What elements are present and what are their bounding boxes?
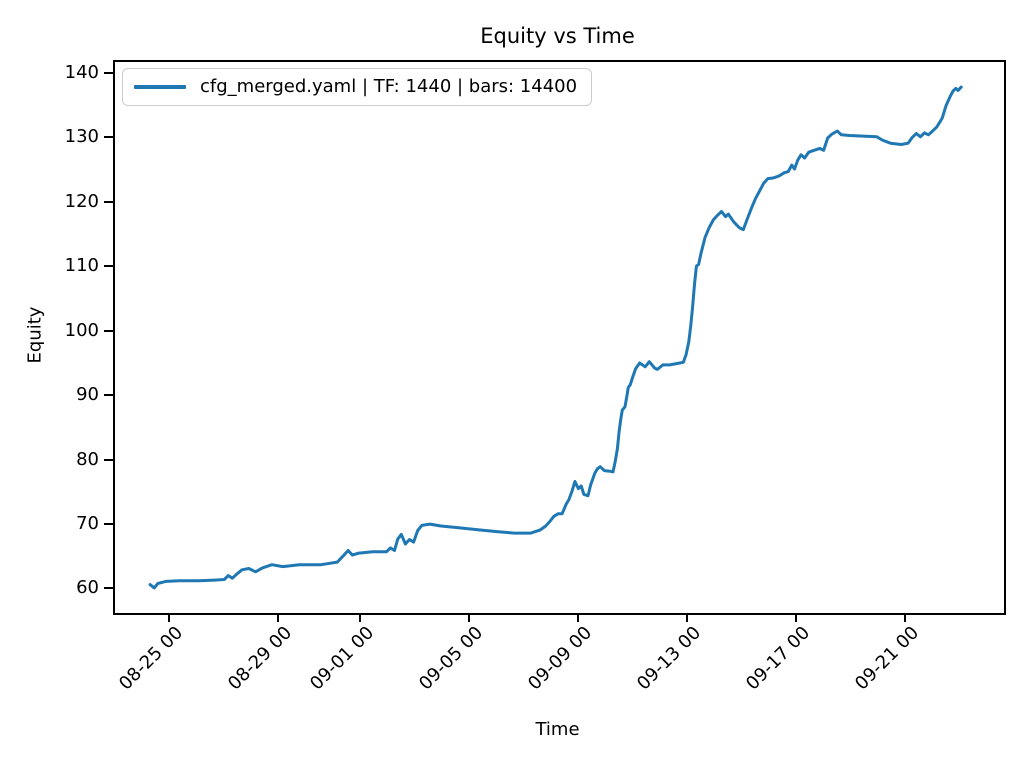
x-tick-mark	[168, 613, 171, 622]
y-tick-label: 90	[76, 384, 99, 406]
x-tick-label: 09-05 00	[414, 622, 487, 695]
x-tick-label: 09-17 00	[741, 622, 814, 695]
chart-title: Equity vs Time	[480, 24, 635, 48]
plot-area: cfg_merged.yaml | TF: 1440 | bars: 14400	[113, 60, 1006, 615]
equity-curve	[148, 85, 963, 590]
x-tick-mark	[277, 613, 280, 622]
legend-label: cfg_merged.yaml | TF: 1440 | bars: 14400	[200, 76, 578, 97]
y-tick-label: 70	[76, 513, 99, 534]
equity-line-chart	[148, 85, 963, 590]
y-tick-label: 110	[64, 255, 99, 277]
x-tick-label: 09-13 00	[632, 622, 705, 695]
y-tick-label: 140	[64, 61, 99, 83]
y-tick-mark	[104, 200, 113, 203]
x-tick-label: 08-29 00	[224, 622, 297, 695]
x-tick-label: 09-01 00	[305, 622, 378, 695]
y-tick-mark	[104, 394, 113, 397]
y-tick-mark	[104, 329, 113, 332]
y-tick-label: 60	[76, 577, 99, 599]
legend: cfg_merged.yaml | TF: 1440 | bars: 14400	[122, 68, 593, 106]
x-axis-label: Time	[535, 719, 580, 740]
y-tick-mark	[104, 71, 113, 74]
x-tick-label: 09-09 00	[523, 622, 596, 695]
y-tick-label: 130	[64, 126, 99, 148]
x-tick-mark	[794, 613, 797, 622]
legend-line-sample	[134, 84, 186, 89]
x-tick-mark	[685, 613, 688, 622]
y-tick-mark	[104, 136, 113, 139]
x-tick-mark	[358, 613, 361, 622]
x-tick-mark	[576, 613, 579, 622]
y-tick-mark	[104, 458, 113, 461]
x-tick-mark	[903, 613, 906, 622]
x-tick-label: 09-21 00	[850, 622, 923, 695]
y-tick-label: 80	[76, 448, 99, 470]
y-tick-mark	[104, 587, 113, 590]
y-tick-label: 100	[64, 319, 99, 341]
y-tick-mark	[104, 265, 113, 268]
y-tick-label: 120	[64, 190, 99, 212]
x-tick-mark	[467, 613, 470, 622]
x-tick-label: 08-25 00	[115, 622, 188, 695]
y-tick-mark	[104, 523, 113, 525]
